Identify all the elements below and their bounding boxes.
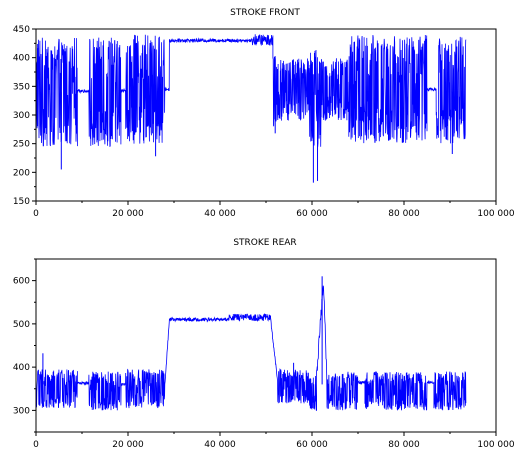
x-tick-label: 80 000 — [388, 440, 420, 450]
y-tick-label: 400 — [13, 363, 30, 373]
series-line — [35, 34, 467, 148]
x-tick-label: 80 000 — [388, 209, 420, 219]
chart-title: STROKE REAR — [233, 238, 296, 248]
x-tick-label: 20 000 — [112, 440, 144, 450]
x-tick-label: 40 000 — [204, 209, 236, 219]
series-layer — [35, 34, 467, 183]
y-tick-label: 200 — [13, 168, 30, 178]
y-tick-label: 350 — [13, 82, 30, 92]
series-layer — [35, 276, 467, 411]
series-line — [35, 285, 467, 411]
x-tick-label: 60 000 — [296, 209, 328, 219]
y-tick-label: 600 — [13, 277, 30, 287]
x-tick-label: 0 — [33, 440, 39, 450]
y-tick-label: 300 — [13, 111, 30, 121]
y-tick-label: 150 — [13, 197, 30, 207]
x-tick-label: 20 000 — [112, 209, 144, 219]
y-tick-label: 300 — [13, 406, 30, 416]
y-tick-label: 450 — [13, 25, 30, 35]
x-tick-label: 100 000 — [477, 440, 514, 450]
axes-layer: 0 20 000 40 000 60 000 80 000 100 000 300 400 50… — [13, 258, 515, 450]
y-tick-label: 500 — [13, 320, 30, 330]
x-tick-label: 0 — [33, 209, 39, 219]
chart-title: STROKE FRONT — [230, 8, 300, 18]
x-tick-label: 40 000 — [204, 440, 236, 450]
y-tick-label: 250 — [13, 140, 30, 150]
axes-layer: 0 20 000 40 000 60 000 80 000 100 000 150 200 25… — [13, 25, 515, 219]
y-tick-label: 400 — [13, 54, 30, 64]
x-tick-label: 100 000 — [477, 209, 514, 219]
chart-stroke-front: STROKE FRONT 0 20 000 40 000 60 000 80 000 10… — [13, 8, 515, 219]
chart-stroke-rear: STROKE REAR 0 20 000 40 000 60 000 80 000 100… — [13, 238, 515, 450]
x-tick-label: 60 000 — [296, 440, 328, 450]
